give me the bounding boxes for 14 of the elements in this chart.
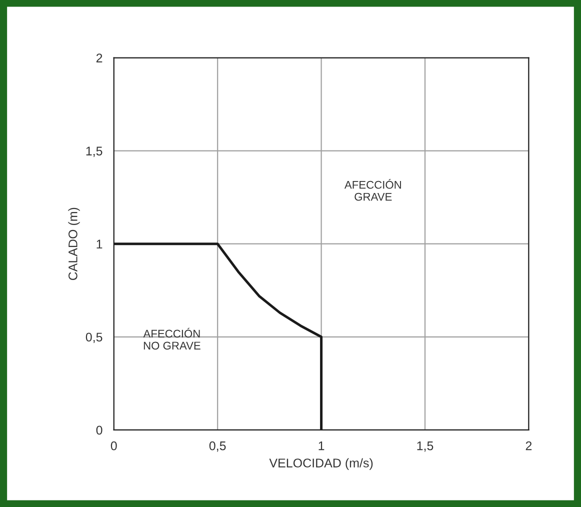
y-tick-label: 1 xyxy=(96,240,102,248)
y-tick-label: 2 xyxy=(96,54,102,62)
x-tick-label: 1 xyxy=(318,442,324,450)
annotation: AFECCIÓN NO GRAVE xyxy=(143,328,200,350)
x-tick-label: 0 xyxy=(110,441,117,450)
x-axis-title: VELOCIDAD (m/s) xyxy=(269,458,373,470)
y-axis-title: CALADO (m) xyxy=(68,208,80,280)
y-tick-label: 0 xyxy=(96,426,102,435)
annotation: AFECCIÓN GRAVE xyxy=(344,179,401,201)
y-tick-label: 1,5 xyxy=(86,146,102,157)
x-tick-label: 0,5 xyxy=(209,441,226,452)
y-tick-label: 0,5 xyxy=(86,332,102,344)
x-tick-label: 1,5 xyxy=(417,442,434,452)
x-tick-label: 2 xyxy=(526,441,532,450)
